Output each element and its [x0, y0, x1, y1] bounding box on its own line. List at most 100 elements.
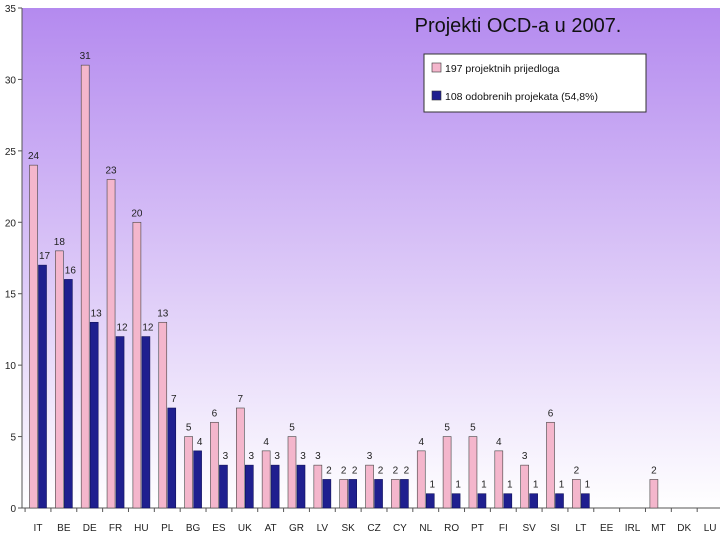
x-tick-label: GR: [289, 523, 304, 534]
bar-approved: [425, 493, 435, 509]
x-tick-label: BG: [186, 523, 201, 534]
data-label-proposals: 4: [263, 437, 269, 448]
x-tick-label: MT: [651, 523, 665, 534]
bar-approved: [115, 336, 125, 509]
bar-proposals: [391, 479, 400, 509]
bar-proposals: [55, 250, 64, 509]
data-label-proposals: 5: [186, 423, 192, 434]
bar-approved: [193, 450, 202, 509]
data-label-proposals: 13: [157, 308, 169, 319]
data-label-approved: 1: [533, 480, 539, 491]
legend-swatch-proposals: [431, 62, 442, 73]
data-label-approved: 1: [507, 480, 513, 491]
data-label-proposals: 20: [131, 208, 143, 219]
data-label-approved: 17: [39, 251, 51, 262]
bar-approved: [270, 464, 280, 509]
bar-approved: [38, 264, 47, 509]
x-tick-label: PL: [161, 523, 174, 534]
data-label-proposals: 18: [54, 237, 66, 248]
data-label-approved: 4: [197, 437, 203, 448]
bar-approved: [141, 336, 151, 509]
data-label-approved: 12: [142, 323, 154, 334]
data-label-proposals: 2: [651, 465, 657, 476]
data-label-approved: 1: [585, 480, 591, 491]
x-tick-label: DE: [83, 523, 97, 534]
bar-proposals: [494, 450, 504, 509]
bar-approved: [322, 479, 332, 509]
data-label-approved: 13: [91, 308, 103, 319]
bar-proposals: [546, 421, 555, 509]
y-tick-label: 20: [5, 218, 17, 229]
data-label-approved: 7: [171, 394, 177, 405]
x-tick-label: PT: [471, 523, 484, 534]
data-label-approved: 2: [326, 465, 332, 476]
bar-proposals: [184, 436, 193, 509]
data-label-approved: 1: [429, 480, 435, 491]
bar-approved: [296, 464, 306, 509]
legend-label-proposals: 197 projektnih prijedloga: [445, 63, 560, 75]
y-tick-label: 35: [5, 4, 17, 15]
data-label-approved: 2: [404, 465, 410, 476]
data-label-approved: 3: [249, 451, 255, 462]
data-label-proposals: 6: [212, 408, 218, 419]
data-label-approved: 3: [300, 451, 306, 462]
legend-swatch-approved: [431, 90, 442, 101]
x-tick-label: RO: [444, 523, 459, 534]
data-label-approved: 1: [481, 480, 487, 491]
bar-proposals: [106, 179, 116, 509]
data-label-proposals: 5: [470, 423, 476, 434]
bar-approved: [477, 493, 487, 509]
bar-proposals: [158, 321, 168, 509]
bar-proposals: [236, 407, 245, 509]
bar-approved: [219, 464, 228, 509]
data-label-proposals: 24: [28, 151, 40, 162]
bar-proposals: [80, 64, 90, 509]
data-label-proposals: 7: [238, 394, 244, 405]
bar-approved: [348, 479, 358, 509]
bar-proposals: [313, 464, 323, 509]
x-tick-label: HU: [134, 523, 148, 534]
bar-approved: [245, 464, 254, 509]
legend: 197 projektnih prijedloga 108 odobrenih …: [423, 53, 647, 113]
x-tick-label: BE: [57, 523, 71, 534]
data-label-approved: 3: [274, 451, 280, 462]
y-tick-label: 5: [10, 433, 16, 444]
x-tick-label: CY: [393, 523, 407, 534]
data-label-approved: 12: [116, 323, 128, 334]
bar-proposals: [520, 464, 529, 509]
bar-proposals: [649, 479, 659, 509]
bar-proposals: [468, 436, 478, 509]
data-label-proposals: 3: [367, 451, 373, 462]
y-tick-label: 15: [5, 290, 17, 301]
x-tick-label: LU: [704, 523, 717, 534]
x-tick-label: UK: [238, 523, 252, 534]
data-label-proposals: 6: [548, 408, 554, 419]
x-tick-label: SV: [522, 523, 536, 534]
bar-proposals: [416, 450, 426, 509]
bar-proposals: [442, 436, 452, 509]
chart-title: Projekti OCD-a u 2007.: [415, 15, 622, 37]
data-label-approved: 1: [455, 480, 461, 491]
x-tick-label: DK: [677, 523, 691, 534]
x-tick-label: CZ: [367, 523, 380, 534]
x-tick-label: EE: [600, 523, 614, 534]
data-label-proposals: 4: [496, 437, 502, 448]
legend-label-approved: 108 odobrenih projekata (54,8%): [445, 91, 598, 103]
bar-proposals: [261, 450, 271, 509]
bar-proposals: [287, 436, 297, 509]
bar-proposals: [339, 479, 349, 509]
data-label-proposals: 2: [393, 465, 399, 476]
data-label-approved: 2: [378, 465, 384, 476]
bar-proposals: [572, 479, 581, 509]
data-label-approved: 2: [352, 465, 358, 476]
data-label-proposals: 5: [289, 423, 295, 434]
bar-approved: [451, 493, 461, 509]
x-tick-label: LT: [575, 523, 586, 534]
y-tick-label: 30: [5, 75, 17, 86]
x-tick-label: FR: [109, 523, 122, 534]
bar-proposals: [29, 164, 38, 509]
bar-approved: [503, 493, 513, 509]
bar-approved: [374, 479, 383, 509]
